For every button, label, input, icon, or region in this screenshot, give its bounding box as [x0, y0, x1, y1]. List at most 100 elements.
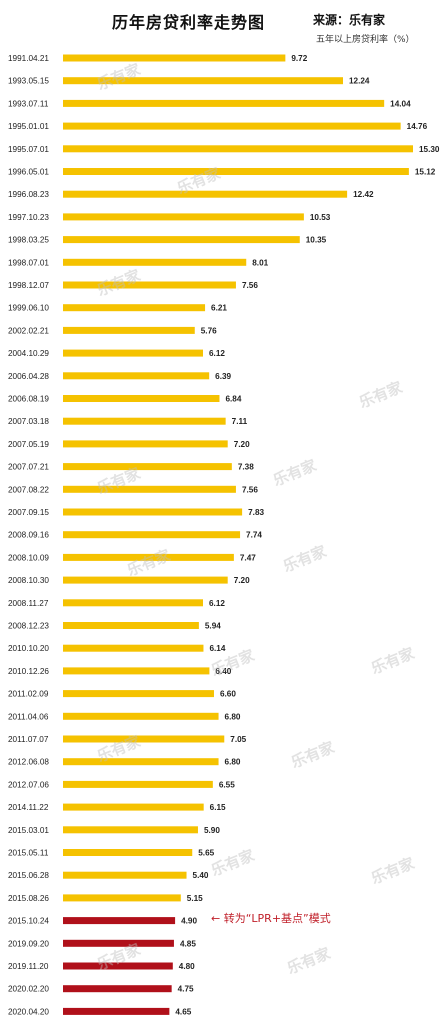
- date-tick-label: 1998.12.07: [8, 281, 49, 290]
- date-tick-label: 2015.06.28: [8, 871, 49, 880]
- rate-bar: [63, 485, 236, 493]
- lpr-rate-bar: [63, 962, 173, 970]
- rate-bar: [63, 213, 304, 221]
- rate-value-label: 7.20: [234, 440, 250, 449]
- rate-bar: [63, 99, 385, 107]
- rate-bar: [63, 826, 198, 834]
- rate-bar: [63, 417, 226, 425]
- date-tick-label: 1991.04.21: [8, 54, 49, 63]
- rate-bar: [63, 395, 220, 402]
- rate-bar: [63, 712, 219, 720]
- date-tick-label: 2007.09.15: [8, 508, 49, 517]
- date-tick-label: 2015.08.26: [8, 894, 49, 903]
- rate-value-label: 6.21: [211, 304, 227, 313]
- rate-value-label: 7.83: [248, 508, 264, 517]
- date-tick-label: 2006.08.19: [8, 395, 49, 404]
- date-tick-label: 2015.10.24: [8, 917, 49, 926]
- date-tick-label: 2007.08.22: [8, 485, 49, 494]
- rate-value-label: 6.60: [220, 690, 236, 699]
- rate-value-label: 4.90: [181, 917, 197, 926]
- rate-bar: [63, 168, 409, 175]
- rate-value-label: 12.42: [353, 190, 374, 199]
- rate-value-label: 6.40: [215, 667, 231, 676]
- rate-value-label: 6.12: [209, 349, 225, 358]
- rate-value-label: 5.90: [204, 826, 220, 835]
- date-tick-label: 1993.05.15: [8, 77, 49, 86]
- rate-value-label: 10.35: [306, 236, 327, 245]
- source-label: 来源：乐有家: [313, 13, 386, 27]
- rate-value-label: 7.47: [240, 553, 256, 562]
- rate-value-label: 6.80: [225, 758, 241, 767]
- rate-bar: [63, 281, 236, 289]
- date-tick-label: 2020.04.20: [8, 1007, 49, 1016]
- rate-value-label: 6.80: [225, 712, 241, 721]
- date-tick-label: 2011.02.09: [8, 690, 49, 699]
- rate-value-label: 4.85: [180, 939, 196, 948]
- rate-value-label: 5.76: [201, 326, 217, 335]
- date-tick-label: 2015.03.01: [8, 826, 49, 835]
- rate-value-label: 8.01: [252, 258, 268, 267]
- rate-value-label: 6.12: [209, 599, 225, 608]
- rate-value-label: 7.20: [234, 576, 250, 585]
- rate-bar: [63, 508, 243, 516]
- rate-bar: [63, 122, 401, 130]
- rate-bar: [63, 849, 193, 856]
- rate-value-label: 6.15: [210, 803, 226, 812]
- rate-value-label: 12.24: [349, 77, 370, 86]
- date-tick-label: 2014.11.22: [8, 803, 49, 812]
- rate-bar: [63, 531, 241, 539]
- rate-value-label: 4.80: [179, 962, 195, 971]
- rate-value-label: 6.84: [225, 395, 241, 404]
- date-tick-label: 2019.09.20: [8, 939, 49, 948]
- date-tick-label: 2007.03.18: [8, 417, 49, 426]
- lpr-annotation: ← 转为“LPR+基点”模式: [211, 910, 331, 926]
- date-tick-label: 2008.10.09: [8, 553, 49, 562]
- rate-value-label: 7.38: [238, 463, 254, 472]
- lpr-annotation-text: 转为“LPR+基点”模式: [223, 912, 331, 925]
- rate-value-label: 6.14: [209, 644, 225, 653]
- date-tick-label: 1995.07.01: [8, 145, 49, 154]
- date-tick-label: 1999.06.10: [8, 304, 49, 313]
- date-tick-label: 2007.07.21: [8, 463, 49, 472]
- date-tick-label: 2002.02.21: [8, 326, 49, 335]
- chart-header: 历年房贷利率走势图 来源：乐有家 五年以上房贷利率（%）: [0, 0, 444, 52]
- date-tick-label: 1998.03.25: [8, 236, 49, 245]
- rate-value-label: 7.05: [230, 735, 246, 744]
- rate-bar: [63, 349, 203, 357]
- rate-bar: [63, 145, 413, 153]
- rate-value-label: 7.74: [246, 531, 262, 540]
- rate-bar: [63, 622, 199, 629]
- date-tick-label: 1993.07.11: [8, 99, 49, 108]
- date-tick-label: 2019.11.20: [8, 962, 49, 971]
- rate-bar: [63, 463, 232, 471]
- date-tick-label: 2007.05.19: [8, 440, 49, 449]
- date-tick-label: 1995.01.01: [8, 122, 49, 131]
- rate-value-label: 5.40: [193, 871, 209, 880]
- date-tick-label: 2010.12.26: [8, 667, 49, 676]
- rate-bar: [63, 894, 181, 902]
- lpr-rate-bar: [63, 939, 174, 947]
- rate-bar: [63, 190, 348, 198]
- date-tick-label: 2004.10.29: [8, 349, 49, 358]
- rate-value-label: 15.30: [419, 145, 440, 154]
- rate-value-label: 9.72: [291, 54, 307, 63]
- rate-bar: [63, 644, 204, 652]
- rate-value-label: 14.04: [390, 99, 411, 108]
- date-tick-label: 2008.12.23: [8, 622, 49, 631]
- left-arrow-icon: ←: [211, 912, 221, 925]
- rate-bar: [63, 304, 206, 312]
- chart-title: 历年房贷利率走势图: [112, 13, 266, 32]
- rate-bar: [63, 690, 214, 698]
- rate-value-label: 14.76: [407, 122, 428, 131]
- rate-value-label: 10.53: [310, 213, 331, 222]
- rate-bar: [63, 599, 203, 607]
- date-tick-label: 2011.07.07: [8, 735, 49, 744]
- rate-bar: [63, 258, 247, 266]
- rate-value-label: 6.55: [219, 780, 235, 789]
- date-tick-label: 2010.10.20: [8, 644, 49, 653]
- date-tick-label: 1996.08.23: [8, 190, 49, 199]
- rate-value-label: 4.75: [178, 985, 194, 994]
- date-tick-label: 1998.07.01: [8, 258, 49, 267]
- rate-bar: [63, 871, 187, 879]
